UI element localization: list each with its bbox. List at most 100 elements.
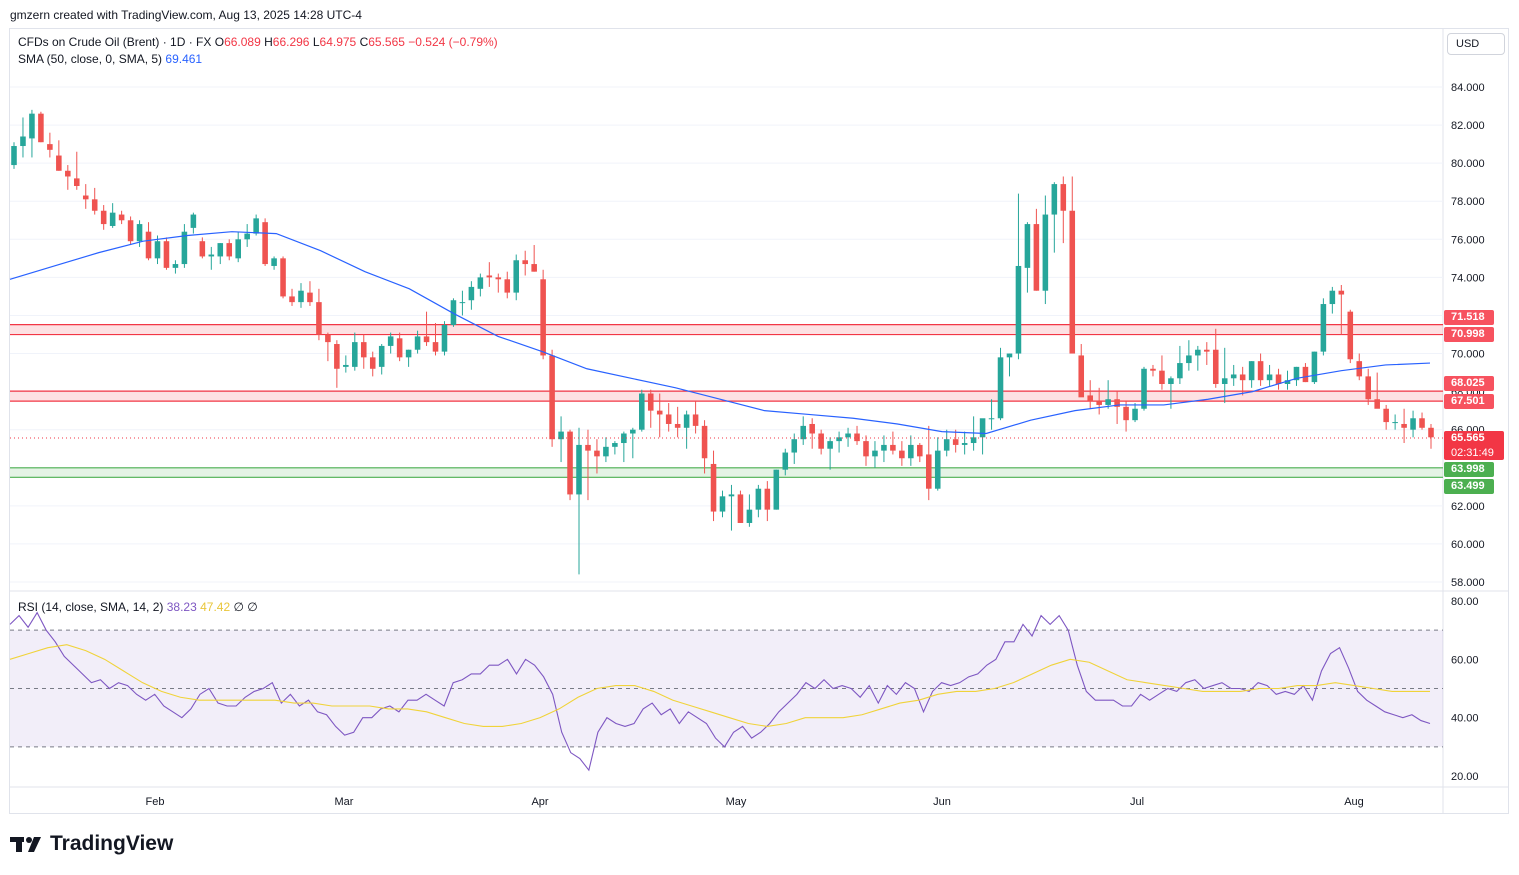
candle-body <box>782 452 789 470</box>
candle-body <box>495 277 502 280</box>
candle-body <box>217 243 224 257</box>
candle <box>1248 361 1255 388</box>
candle-body <box>1024 224 1031 268</box>
rsi-line <box>9 611 1431 772</box>
candle <box>163 237 170 270</box>
candle-body <box>531 264 537 272</box>
candle <box>1401 408 1407 444</box>
candle <box>567 429 573 501</box>
candle <box>1365 368 1372 405</box>
candle <box>208 246 215 270</box>
countdown-value: 02:31:49 <box>1451 447 1494 459</box>
candle <box>656 393 663 438</box>
candle-body <box>235 239 241 259</box>
candle <box>441 321 448 356</box>
candle-body <box>513 260 520 293</box>
candle <box>827 437 833 470</box>
candle-body <box>1177 363 1183 379</box>
candle <box>190 212 197 234</box>
candle <box>20 117 26 158</box>
candle-body <box>1392 422 1398 424</box>
candle <box>746 494 753 527</box>
candle <box>262 218 268 266</box>
rsi-tick-label: 80.00 <box>1451 596 1479 608</box>
candle-body <box>746 509 753 523</box>
candle-body <box>1320 304 1327 352</box>
candle-body <box>522 260 528 265</box>
candle <box>1204 342 1210 365</box>
candle <box>56 140 62 171</box>
candle <box>334 340 340 388</box>
candle <box>558 416 564 463</box>
candle <box>585 429 591 501</box>
candle <box>1347 309 1354 364</box>
candle-body <box>961 443 968 445</box>
candle <box>235 231 241 263</box>
candle-body <box>432 342 439 352</box>
candle <box>1374 372 1380 409</box>
tag-s1-lower: 63.499 <box>1444 479 1494 494</box>
candle-body <box>665 414 672 424</box>
candle <box>369 351 376 377</box>
candle-body <box>881 444 887 451</box>
candle-body <box>352 342 358 367</box>
candle-body <box>1329 290 1336 305</box>
candle <box>531 245 537 272</box>
open-label: O <box>214 35 225 49</box>
candle-body <box>585 444 591 451</box>
candle <box>988 399 995 430</box>
time-tick-label: May <box>726 796 747 808</box>
sma-legend[interactable]: SMA (50, close, 0, SMA, 5) 69.461 <box>18 52 202 66</box>
candle-body <box>387 336 394 346</box>
candle-body <box>728 494 735 497</box>
currency-button[interactable]: USD <box>1447 33 1505 55</box>
candle-body <box>1401 423 1407 428</box>
candle <box>630 427 636 459</box>
rsi-legend[interactable]: RSI (14, close, SMA, 14, 2) 38.23 47.42 … <box>18 600 258 614</box>
candle-body <box>1365 376 1372 400</box>
candle-body <box>253 218 259 234</box>
candle <box>172 260 179 274</box>
candle <box>73 151 80 190</box>
candle <box>603 437 609 463</box>
candle-body <box>486 275 493 278</box>
candle <box>800 416 806 445</box>
sma-value: 69.461 <box>165 52 203 66</box>
candle-body <box>612 443 618 447</box>
candle-body <box>576 444 582 495</box>
candle-body <box>737 494 744 523</box>
open-value: 66.089 <box>224 35 261 49</box>
price-tick-label: 62.000 <box>1451 501 1485 513</box>
candle-body <box>1338 290 1345 295</box>
candle-body <box>755 488 762 510</box>
candle-body <box>190 214 197 228</box>
candle-body <box>719 496 726 512</box>
candle <box>809 418 815 449</box>
candle-body <box>172 264 179 268</box>
candle-body <box>181 231 188 265</box>
tradingview-logo[interactable]: TradingView <box>10 832 173 856</box>
candle-body <box>199 241 206 257</box>
brand-name: TradingView <box>50 832 174 855</box>
candle <box>934 437 941 491</box>
sma-label: SMA (50, close, 0, SMA, 5) <box>18 52 163 66</box>
candle <box>91 187 98 215</box>
candle <box>863 435 869 466</box>
sma-line <box>9 231 1431 435</box>
candle <box>307 281 313 306</box>
rsi-extra-1: ∅ <box>233 600 244 614</box>
time-tick-label: Feb <box>146 796 165 808</box>
candle <box>665 403 672 432</box>
time-tick-label: Jul <box>1130 796 1144 808</box>
candle <box>1293 366 1300 386</box>
candle-body <box>414 336 421 350</box>
symbol-title[interactable]: CFDs on Crude Oil (Brent) · 1D · FX <box>18 35 212 49</box>
candle-body <box>1239 374 1246 381</box>
candle-body <box>334 344 340 369</box>
candle-body <box>791 439 798 453</box>
candle <box>943 429 950 457</box>
candle <box>647 389 654 428</box>
candle-body <box>1410 418 1416 430</box>
candle <box>836 431 842 453</box>
